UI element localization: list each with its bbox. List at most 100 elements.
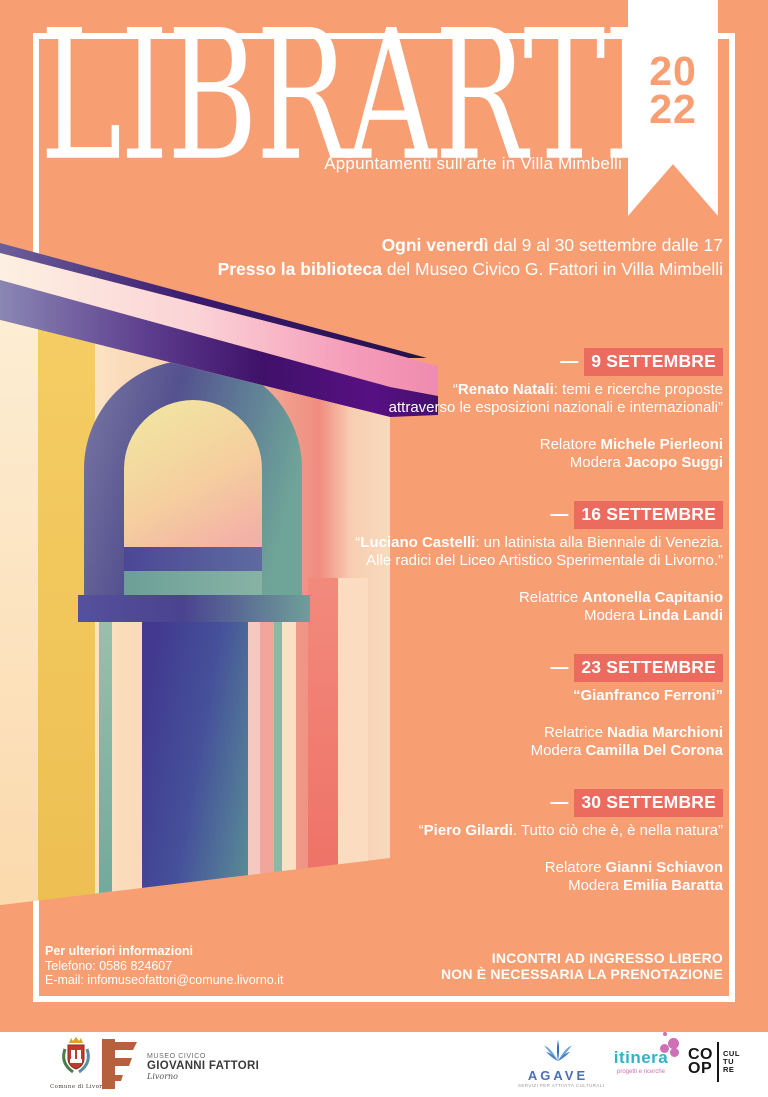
moderator-name: Jacopo Suggi bbox=[624, 453, 723, 471]
intro-line-2: Presso la biblioteca del Museo Civico G.… bbox=[218, 257, 723, 281]
speaker-name: Gianni Schiavon bbox=[605, 859, 723, 876]
facade-stripe bbox=[274, 593, 282, 905]
comune-di-livorno-logo: Comune di Livorno bbox=[50, 1036, 110, 1090]
museo-civico-fattori-logo: MUSEO CIVICO GIOVANNI FATTORI Livorno bbox=[102, 1039, 259, 1094]
poster-title: LIBRARTI bbox=[40, 0, 652, 201]
coop-cul: CUL bbox=[723, 1049, 740, 1058]
speaker-role: Relatrice bbox=[543, 724, 604, 741]
moderator-label: Modera bbox=[568, 876, 619, 894]
coop-co: CO bbox=[688, 1046, 713, 1063]
moderator-line: Modera Linda Landi bbox=[263, 607, 723, 625]
arch-band-purple bbox=[124, 547, 262, 571]
contact-info: Per ulteriori informazioni Telefono: 058… bbox=[45, 944, 283, 988]
intro-line-1-bold: Ogni venerdì bbox=[381, 235, 489, 255]
event-date: 9 SETTEMBRE bbox=[584, 348, 723, 376]
speaker-line: Relatrice Nadia Marchioni bbox=[263, 724, 723, 742]
coop-op: OP bbox=[688, 1060, 713, 1077]
speaker-line: Relatore Gianni Schiavon bbox=[263, 859, 723, 877]
date-dash: — bbox=[550, 792, 569, 812]
moderator-label: Modera bbox=[583, 606, 635, 624]
contact-email: E-mail: infomuseofattori@comune.livorno.… bbox=[45, 973, 284, 987]
agave-logo: AGAVE SERVIZI PER ATTIVITÀ CULTURALI bbox=[518, 1039, 605, 1088]
facade-stripe bbox=[0, 320, 38, 905]
date-dash: — bbox=[550, 504, 569, 524]
event-speakers: Relatore Gianni Schiavon Modera Emilia Bar… bbox=[263, 859, 723, 894]
year-bottom: 22 bbox=[649, 86, 697, 132]
agave-plant-icon bbox=[536, 1039, 580, 1067]
event-date: 23 SETTEMBRE bbox=[574, 654, 723, 682]
museo-text-block: MUSEO CIVICO GIOVANNI FATTORI Livorno bbox=[147, 1053, 259, 1081]
speaker-line: Relatrice Antonella Capitanio bbox=[263, 589, 723, 607]
speaker-role: Relatore bbox=[544, 859, 602, 876]
agave-subtitle: SERVIZI PER ATTIVITÀ CULTURALI bbox=[518, 1083, 605, 1088]
event-date-tag: —16 SETTEMBRE bbox=[263, 501, 723, 529]
itinera-wordmark: itinera bbox=[613, 1048, 669, 1067]
facade-stripe bbox=[282, 593, 296, 905]
event-date-tag: —30 SETTEMBRE bbox=[263, 789, 723, 817]
itinera-subtitle: progetti e ricerche bbox=[616, 1069, 666, 1075]
date-dash: — bbox=[560, 351, 579, 371]
moderator-line: Modera Jacopo Suggi bbox=[263, 454, 723, 472]
event-16-settembre: —16 SETTEMBRE “Luciano Castelli: un lati… bbox=[263, 501, 723, 624]
moderator-name: Emilia Baratta bbox=[622, 876, 723, 894]
culture-wordmark: CUL TU RE bbox=[723, 1050, 740, 1074]
event-speakers: Relatore Michele Pierleoni Modera Jacopo S… bbox=[263, 436, 723, 471]
event-30-settembre: —30 SETTEMBRE “Piero Gilardi. Tutto ciò … bbox=[263, 789, 723, 894]
moderator-label: Modera bbox=[569, 453, 621, 471]
event-date: 16 SETTEMBRE bbox=[574, 501, 723, 529]
free-entry-notice: INCONTRI AD INGRESSO LIBERO NON È NECESS… bbox=[441, 950, 723, 982]
coop-divider bbox=[717, 1042, 719, 1082]
facade-stripe bbox=[260, 593, 274, 905]
event-speakers: Relatrice Nadia Marchioni Modera Camilla D… bbox=[263, 724, 723, 759]
agave-wordmark: AGAVE bbox=[527, 1068, 589, 1083]
comune-di-livorno-crest-icon bbox=[56, 1037, 96, 1082]
event-speakers: Relatrice Antonella Capitanio Modera Linda… bbox=[263, 589, 723, 624]
villa-facade-illustration bbox=[0, 238, 440, 914]
events-list: —9 SETTEMBRE “Renato Natali: temi e rice… bbox=[263, 348, 723, 924]
year-top: 20 bbox=[649, 48, 697, 94]
facade-stripe bbox=[308, 578, 338, 905]
speaker-name: Michele Pierleoni bbox=[600, 436, 723, 453]
event-title: “Renato Natali: temi e ricerche proposte… bbox=[388, 381, 723, 416]
event-9-settembre: —9 SETTEMBRE “Renato Natali: temi e rice… bbox=[263, 348, 723, 471]
contact-heading: Per ulteriori informazioni bbox=[45, 944, 193, 958]
moderator-line: Modera Camilla Del Corona bbox=[263, 742, 723, 760]
notice-line-1: INCONTRI AD INGRESSO LIBERO bbox=[491, 950, 723, 966]
speaker-name: Antonella Capitanio bbox=[582, 589, 723, 606]
moderator-name: Camilla Del Corona bbox=[585, 741, 723, 759]
date-dash: — bbox=[550, 657, 569, 677]
footer-logo-strip: Comune di Livorno MUSEO CIVICO GIOVANNI … bbox=[0, 1032, 768, 1097]
notice-line-2: NON È NECESSARIA LA PRENOTAZIONE bbox=[440, 966, 723, 982]
coop-re: RE bbox=[723, 1065, 735, 1074]
facade-wall bbox=[0, 320, 390, 905]
itinera-logo: itinera progetti e ricerche bbox=[602, 1032, 680, 1075]
comune-caption: Comune di Livorno bbox=[50, 1084, 110, 1090]
event-date: 30 SETTEMBRE bbox=[574, 789, 723, 817]
moderator-label: Modera bbox=[530, 741, 582, 759]
arch-impost-band bbox=[78, 595, 310, 622]
coop-wordmark: CO OP bbox=[688, 1046, 713, 1077]
facade-stripe bbox=[248, 593, 260, 905]
event-23-settembre: —23 SETTEMBRE “Gianfranco Ferroni” Relat… bbox=[263, 654, 723, 759]
facade-stripe bbox=[338, 578, 368, 905]
speaker-role: Relatrice bbox=[518, 589, 579, 606]
museo-f-brushstroke-icon bbox=[102, 1039, 138, 1094]
itinera-flower-icon bbox=[658, 1032, 682, 1060]
museo-line-2: GIOVANNI FATTORI bbox=[147, 1059, 260, 1072]
doorway-door bbox=[142, 622, 248, 905]
event-title: “Piero Gilardi. Tutto ciò che è, è nella… bbox=[418, 822, 723, 839]
arch-band-teal bbox=[124, 571, 262, 595]
speaker-name: Nadia Marchioni bbox=[607, 724, 723, 741]
event-date-tag: —9 SETTEMBRE bbox=[263, 348, 723, 376]
event-title: “Luciano Castelli: un latinista alla Bie… bbox=[355, 534, 723, 569]
intro-line-2-rest: del Museo Civico G. Fattori in Villa Mim… bbox=[381, 259, 723, 279]
speaker-role: Relatore bbox=[539, 436, 597, 453]
intro-line-1: Ogni venerdì dal 9 al 30 settembre dalle… bbox=[218, 233, 723, 257]
intro-line-2-bold: Presso la biblioteca bbox=[217, 259, 382, 279]
intro-text: Ogni venerdì dal 9 al 30 settembre dalle… bbox=[218, 233, 723, 281]
speaker-line: Relatore Michele Pierleoni bbox=[263, 436, 723, 454]
event-date-tag: —23 SETTEMBRE bbox=[263, 654, 723, 682]
poster-subtitle: Appuntamenti sull’arte in Villa Mimbelli bbox=[324, 154, 622, 173]
contact-phone: Telefono: 0586 824607 bbox=[45, 958, 173, 973]
